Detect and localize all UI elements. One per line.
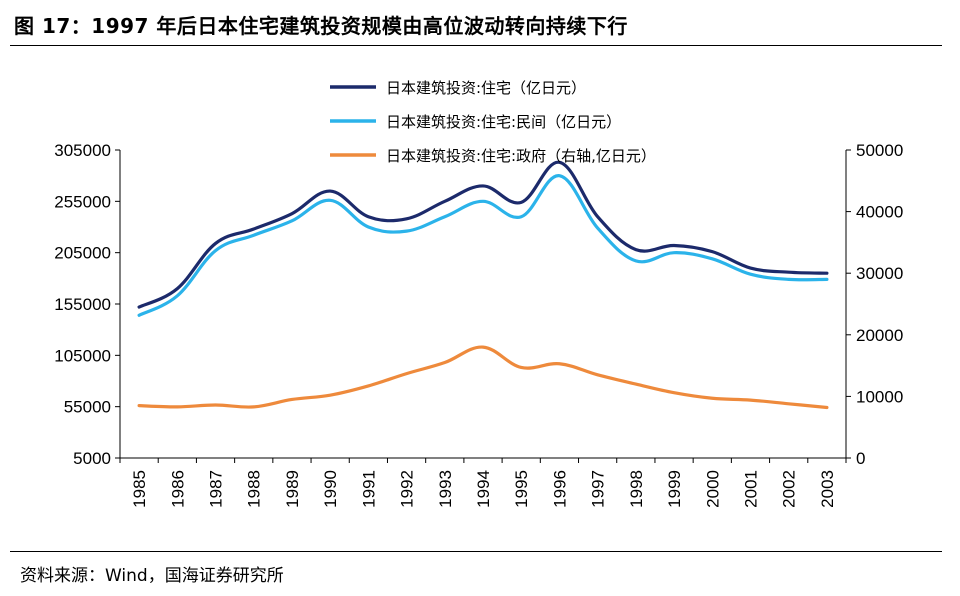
legend-label: 日本建筑投资:住宅（亿日元） xyxy=(386,79,586,97)
x-tick-label: 1995 xyxy=(512,470,531,508)
legend-label: 日本建筑投资:住宅:民间（亿日元） xyxy=(386,113,621,131)
y-left-tick-label: 5000 xyxy=(73,449,111,468)
y-left-tick-label: 155000 xyxy=(54,295,111,314)
x-tick-label: 1989 xyxy=(283,470,302,508)
x-tick-label: 1990 xyxy=(321,470,340,508)
y-right-tick-label: 30000 xyxy=(856,264,903,283)
series-line-government xyxy=(137,345,829,410)
x-tick-label: 1994 xyxy=(474,470,493,508)
y-right-tick-label: 10000 xyxy=(856,387,903,406)
x-tick-label: 2001 xyxy=(741,470,760,508)
y-right-tick-label: 20000 xyxy=(856,326,903,345)
y-left-tick-label: 255000 xyxy=(54,192,111,211)
x-tick-label: 1991 xyxy=(359,470,378,508)
x-tick-label: 1993 xyxy=(436,470,455,508)
top-rule xyxy=(10,45,942,46)
x-tick-label: 1985 xyxy=(130,470,149,508)
chart-container: 5000 55000 105000 155000 205000 255000 305000 0… xyxy=(0,50,960,545)
bottom-rule xyxy=(10,551,942,552)
line-chart: 5000 55000 105000 155000 205000 255000 305000 0… xyxy=(54,79,903,508)
series-line-total xyxy=(137,160,829,309)
figure-title: 图 17：1997 年后日本住宅建筑投资规模由高位波动转向持续下行 xyxy=(14,14,628,38)
x-tick-label: 1987 xyxy=(207,470,226,508)
y-left-tick-label: 105000 xyxy=(54,346,111,365)
x-tick-label: 1998 xyxy=(627,470,646,508)
y-right-tick-label: 0 xyxy=(856,449,865,468)
x-tick-label: 2003 xyxy=(818,470,837,508)
x-tick-label: 2002 xyxy=(780,470,799,508)
y-left-tick-label: 305000 xyxy=(54,141,111,160)
y-left-tick-label: 205000 xyxy=(54,244,111,263)
source-note: 资料来源：Wind，国海证券研究所 xyxy=(20,566,284,586)
y-right-tick-label: 50000 xyxy=(856,141,903,160)
y-left-tick-label: 55000 xyxy=(64,398,111,417)
x-tick-label: 1988 xyxy=(245,470,264,508)
x-tick-label: 1999 xyxy=(665,470,684,508)
series-line-private xyxy=(137,174,829,317)
x-tick-label: 1997 xyxy=(589,470,608,508)
x-tick-label: 2000 xyxy=(703,470,722,508)
y-right-tick-label: 40000 xyxy=(856,203,903,222)
legend-label: 日本建筑投资:住宅:政府（右轴,亿日元） xyxy=(386,147,656,165)
x-tick-label: 1986 xyxy=(168,470,187,508)
x-tick-label: 1996 xyxy=(550,470,569,508)
x-tick-label: 1992 xyxy=(398,470,417,508)
